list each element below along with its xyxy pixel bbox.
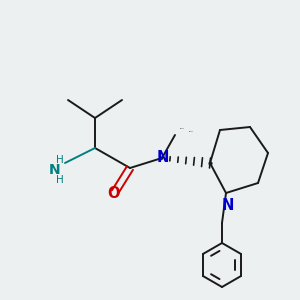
- Text: O: O: [107, 187, 119, 202]
- Text: N: N: [49, 163, 61, 177]
- Text: methyl: methyl: [180, 128, 185, 129]
- Text: methyl: methyl: [189, 131, 194, 132]
- Text: N: N: [157, 149, 169, 164]
- Text: H: H: [56, 155, 64, 165]
- Text: H: H: [56, 175, 64, 185]
- Text: N: N: [222, 197, 234, 212]
